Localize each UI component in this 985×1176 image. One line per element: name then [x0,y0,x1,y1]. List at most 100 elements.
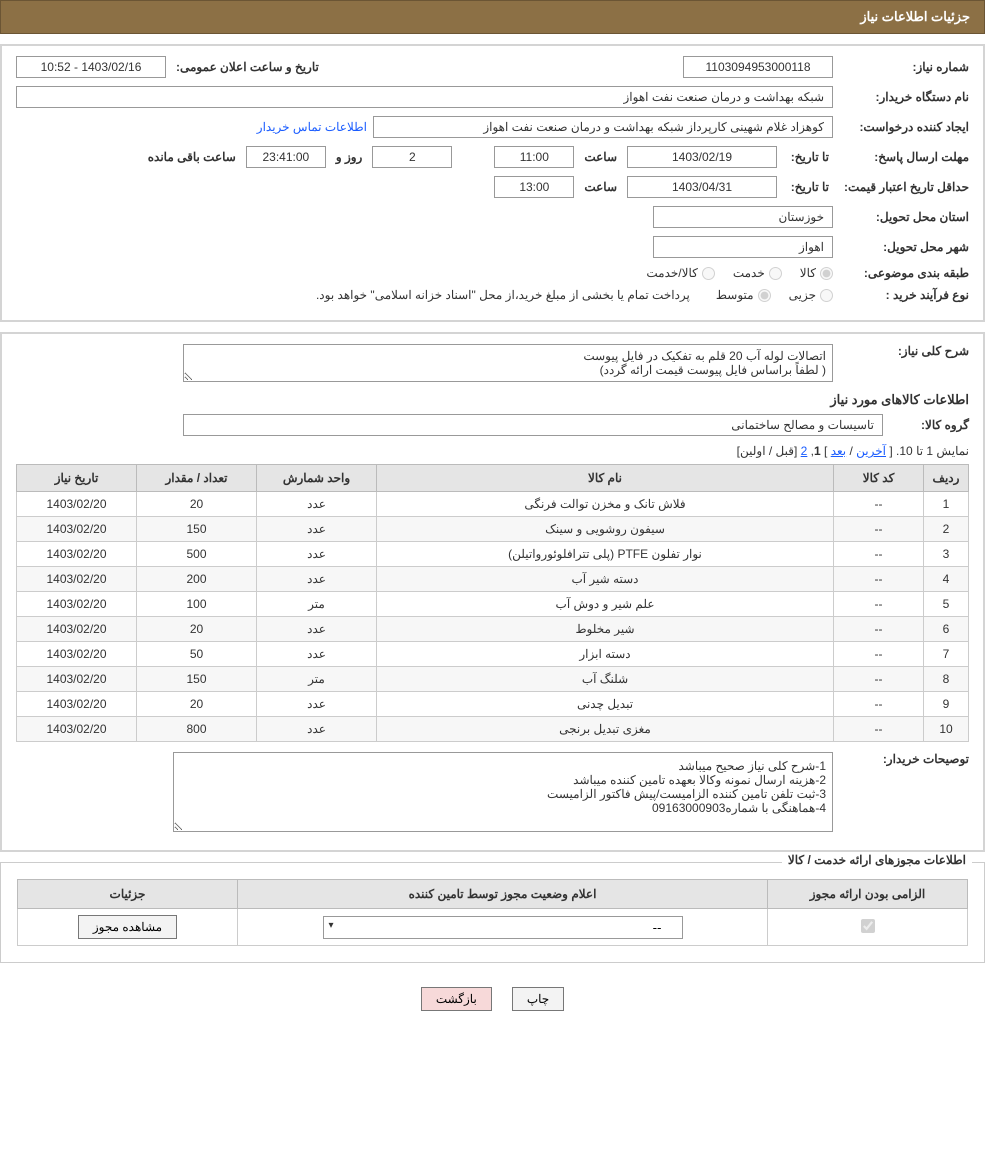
notes-label: توصیحات خریدار: [839,752,969,766]
table-cell: 5 [924,592,969,617]
items-table: ردیف کد کالا نام کالا واحد شمارش تعداد /… [16,464,969,742]
table-cell: 20 [137,492,257,517]
buyer-contact-link[interactable]: اطلاعات تماس خریدار [257,120,367,134]
process-radios: جزیی متوسط [716,288,833,302]
col-code: کد کالا [834,465,924,492]
table-row: 10--مغزی تبدیل برنجیعدد8001403/02/20 [17,717,969,742]
table-cell: عدد [257,692,377,717]
table-cell: 4 [924,567,969,592]
category-radios: کالا خدمت کالا/خدمت [646,266,833,280]
table-cell: نوار تفلون PTFE (پلی تترافلوئورواتیلن) [377,542,834,567]
until-label: تا تاریخ: [783,150,833,164]
page-title: جزئیات اطلاعات نیاز [860,9,970,24]
cat-goods-radio[interactable] [820,267,833,280]
permit-status-select[interactable]: -- [323,916,683,939]
col-name: نام کالا [377,465,834,492]
cat-both-label: کالا/خدمت [646,266,697,280]
cat-service-label: خدمت [733,266,765,280]
validity-label: حداقل تاریخ اعتبار قیمت: [839,180,969,194]
table-cell: دسته شیر آب [377,567,834,592]
validity-date: 1403/04/31 [627,176,777,198]
cat-goods-label: کالا [800,266,816,280]
table-cell: سیفون روشویی و سینک [377,517,834,542]
table-cell: -- [834,542,924,567]
need-no-value: 1103094953000118 [683,56,833,78]
table-cell: 9 [924,692,969,717]
table-cell: -- [834,617,924,642]
table-cell: عدد [257,717,377,742]
table-cell: عدد [257,567,377,592]
creator-label: ایجاد کننده درخواست: [839,120,969,134]
print-button[interactable]: چاپ [512,987,564,1011]
province-label: استان محل تحویل: [839,210,969,224]
pager: نمایش 1 تا 10. [ آخرین / بعد ] 1, 2 [قبل… [16,444,969,458]
table-cell: 100 [137,592,257,617]
table-cell: 8 [924,667,969,692]
need-panel: شرح کلی نیاز: اتصالات لوله آب 20 قلم به … [0,332,985,852]
table-row: 3--نوار تفلون PTFE (پلی تترافلوئورواتیلن… [17,542,969,567]
table-cell: مغزی تبدیل برنجی [377,717,834,742]
table-cell: 50 [137,642,257,667]
proc-partial-radio[interactable] [820,289,833,302]
pager-prefix: نمایش 1 تا 10. [ [886,444,969,458]
need-no-label: شماره نیاز: [839,60,969,74]
buyer-label: نام دستگاه خریدار: [839,90,969,104]
until-label-2: تا تاریخ: [783,180,833,194]
table-cell: علم شیر و دوش آب [377,592,834,617]
footer-buttons: چاپ بازگشت [0,973,985,1025]
need-description: اتصالات لوله آب 20 قلم به تفکیک در فایل … [183,344,833,382]
pager-suffix: [قبل / اولین] [737,444,801,458]
perm-col-mandatory: الزامی بودن ارائه مجوز [768,880,968,909]
table-cell: عدد [257,617,377,642]
table-cell: شلنگ آب [377,667,834,692]
announce-value: 1403/02/16 - 10:52 [16,56,166,78]
col-unit: واحد شمارش [257,465,377,492]
permit-mandatory-checkbox[interactable] [861,919,875,933]
cat-service-radio[interactable] [769,267,782,280]
city-label: شهر محل تحویل: [839,240,969,254]
table-cell: -- [834,717,924,742]
time-remaining: 23:41:00 [246,146,326,168]
table-cell: -- [834,667,924,692]
hour-label-2: ساعت [580,180,621,194]
announce-label: تاریخ و ساعت اعلان عمومی: [172,60,323,74]
table-cell: 3 [924,542,969,567]
items-section-title: اطلاعات کالاهای مورد نیاز [16,392,969,408]
table-cell: 2 [924,517,969,542]
table-cell: -- [834,642,924,667]
table-cell: -- [834,567,924,592]
remaining-label: ساعت باقی مانده [144,150,240,164]
page-header: جزئیات اطلاعات نیاز [0,0,985,34]
cat-both-radio[interactable] [702,267,715,280]
group-value: تاسیسات و مصالح ساختمانی [183,414,883,436]
table-cell: متر [257,592,377,617]
table-cell: دسته ابزار [377,642,834,667]
table-cell: 150 [137,667,257,692]
table-cell: 1403/02/20 [17,492,137,517]
table-cell: 20 [137,617,257,642]
view-permit-button[interactable]: مشاهده مجوز [78,915,177,939]
col-date: تاریخ نیاز [17,465,137,492]
days-remaining: 2 [372,146,452,168]
back-button[interactable]: بازگشت [421,987,492,1011]
table-cell: عدد [257,492,377,517]
permits-table: الزامی بودن ارائه مجوز اعلام وضعیت مجوز … [17,879,968,946]
perm-col-details: جزئیات [18,880,238,909]
details-panel: شماره نیاز: 1103094953000118 تاریخ و ساع… [0,44,985,322]
table-cell: 20 [137,692,257,717]
perm-col-status: اعلام وضعیت مجوز توسط تامین کننده [238,880,768,909]
table-cell: -- [834,592,924,617]
table-cell: تبدیل چدنی [377,692,834,717]
buyer-notes: 1-شرح کلی نیاز صحیح میباشد 2-هزینه ارسال… [173,752,833,832]
permit-row: -- مشاهده مجوز [18,909,968,946]
pager-last-link[interactable]: آخرین [856,444,886,458]
col-qty: تعداد / مقدار [137,465,257,492]
pager-next-link[interactable]: بعد [831,444,846,458]
table-row: 6--شیر مخلوطعدد201403/02/20 [17,617,969,642]
table-row: 1--فلاش تانک و مخزن توالت فرنگیعدد201403… [17,492,969,517]
table-row: 8--شلنگ آبمتر1501403/02/20 [17,667,969,692]
table-cell: 7 [924,642,969,667]
buyer-value: شبکه بهداشت و درمان صنعت نفت اهواز [16,86,833,108]
proc-medium-radio[interactable] [758,289,771,302]
table-cell: عدد [257,642,377,667]
